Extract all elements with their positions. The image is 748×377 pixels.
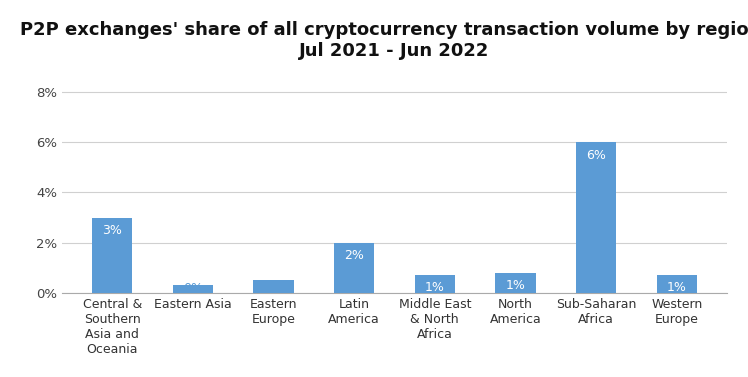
Text: 0%: 0% [183,282,203,295]
Bar [254,280,294,293]
Bar [92,218,132,293]
Bar [576,143,616,293]
Bar [657,275,697,293]
Text: 2%: 2% [344,249,364,262]
Title: P2P exchanges' share of all cryptocurrency transaction volume by region,
Jul 202: P2P exchanges' share of all cryptocurren… [20,21,748,60]
Text: 1%: 1% [666,281,687,294]
Text: 0%: 0% [263,280,283,293]
Text: 1%: 1% [506,279,525,292]
Text: 6%: 6% [586,149,606,162]
Bar [173,285,213,293]
Text: 3%: 3% [102,224,122,237]
Text: 1%: 1% [425,281,445,294]
Bar [495,273,536,293]
Bar [334,242,374,293]
Bar [414,275,455,293]
